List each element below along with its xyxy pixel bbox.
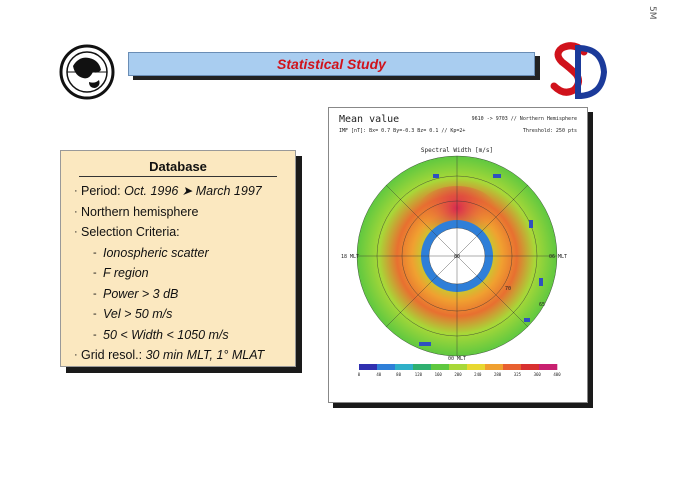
mlt-label-bottom: 00 MLT bbox=[448, 356, 466, 362]
plot-panel: Mean value 9610 -> 9703 // Northern Hemi… bbox=[328, 107, 588, 403]
colorbar-segment bbox=[413, 364, 432, 370]
corner-mark: 5M bbox=[647, 6, 657, 20]
colorbar-tick-label: 280 bbox=[494, 372, 502, 377]
title-banner: Statistical Study bbox=[128, 52, 535, 76]
colorbar-tick-label: 200 bbox=[454, 372, 462, 377]
colorbar-segment bbox=[521, 364, 540, 370]
colorbar-tick-label: 160 bbox=[435, 372, 443, 377]
plot-threshold: Threshold: 250 pts bbox=[523, 128, 577, 134]
list-item: - Power > 3 dB bbox=[93, 286, 179, 301]
colorbar-segment bbox=[485, 364, 504, 370]
colorbar-tick-label: 80 bbox=[396, 372, 401, 377]
colorbar-segment bbox=[395, 364, 414, 370]
colorbar-segment bbox=[539, 364, 558, 370]
list-item: · Selection Criteria: bbox=[74, 225, 180, 239]
colorbar-tick-label: 240 bbox=[474, 372, 482, 377]
list-item: -F region bbox=[93, 266, 149, 280]
lat-label-70: 70 bbox=[505, 286, 511, 292]
colorbar-tick-label: 360 bbox=[534, 372, 542, 377]
mlt-label-right: 06 MLT bbox=[549, 254, 567, 260]
colorbar-segment bbox=[467, 364, 486, 370]
lat-label-65: 65 bbox=[539, 302, 545, 308]
database-list: · Period: Oct. 1996 ➤ March 1997 · Norther… bbox=[61, 181, 297, 366]
polar-globe-logo bbox=[59, 44, 115, 100]
page-title: Statistical Study bbox=[277, 56, 386, 72]
list-item: · Period: Oct. 1996 ➤ March 1997 bbox=[74, 184, 262, 198]
polar-plot: Mean value 9610 -> 9703 // Northern Hemi… bbox=[339, 114, 577, 377]
edge-cells bbox=[419, 174, 543, 346]
mlt-label-left: 18 MLT bbox=[341, 254, 359, 260]
colorbar-segment bbox=[503, 364, 522, 370]
plot-imf: IMF [nT]: Bx= 0.7 By=-0.3 Bz= 0.1 // Kp=… bbox=[339, 128, 465, 134]
list-item: - Vel > 50 m/s bbox=[93, 307, 173, 321]
list-item: -50 < Width < 1050 m/s bbox=[93, 327, 229, 342]
plot-title: Mean value bbox=[339, 114, 399, 125]
colorbar-segment bbox=[359, 364, 378, 370]
sd-logo bbox=[550, 42, 608, 100]
database-header: Database bbox=[79, 156, 277, 177]
plot-quantity: Spectral Width [m/s] bbox=[421, 147, 493, 154]
list-item: · Northern hemisphere bbox=[74, 204, 199, 219]
plot-range: 9610 -> 9703 // Northern Hemisphere bbox=[472, 116, 577, 122]
list-item: · Grid resol.: 30 min MLT, 1° MLAT bbox=[74, 348, 265, 362]
colorbar-tick-label: 120 bbox=[415, 372, 423, 377]
colorbar-tick-label: 400 bbox=[553, 372, 561, 377]
colorbar-tick-label: 40 bbox=[376, 372, 381, 377]
database-panel: Database · Period: Oct. 1996 ➤ March 1997… bbox=[60, 150, 296, 367]
colorbar-segment bbox=[449, 364, 468, 370]
lat-label-80: 80 bbox=[454, 254, 460, 260]
colorbar-segment bbox=[377, 364, 396, 370]
colorbar-segment bbox=[431, 364, 450, 370]
colorbar-tick-label: 0 bbox=[358, 372, 361, 377]
polar-grid bbox=[356, 155, 558, 357]
list-item: - Ionospheric scatter bbox=[93, 245, 209, 260]
colorbar: 0 40 80 120 160 200 240 280 325 360 400 bbox=[358, 364, 561, 377]
colorbar-tick-label: 325 bbox=[514, 372, 522, 377]
